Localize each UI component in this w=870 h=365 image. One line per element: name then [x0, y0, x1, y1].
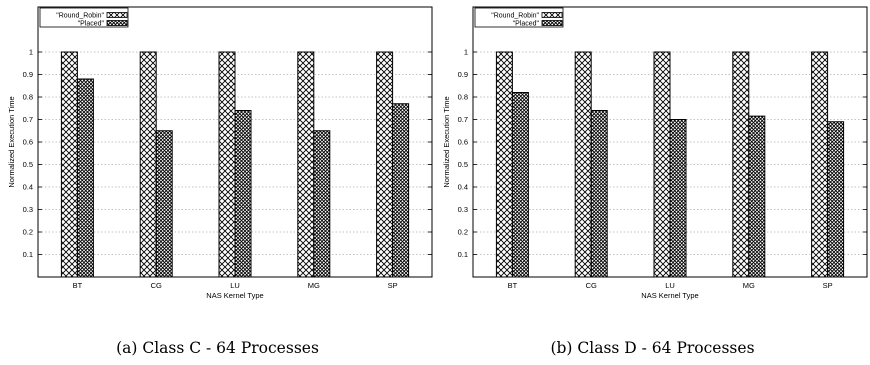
y-tick-label: 0.5	[23, 160, 33, 169]
chart-panel-a: 0.1 0.2 0.3 0.4 0.5 0.6 0.7 0.8 0.9 1 BT CG LU MG SP NA…	[7, 6, 433, 357]
bar-round-robin	[218, 51, 236, 278]
bar-round-robin	[297, 51, 315, 278]
x-tick-label: BT	[73, 281, 83, 290]
bar-round-robin	[653, 51, 671, 278]
y-axis-label: Normalized Execution Time	[442, 96, 451, 187]
x-axis-label: NAS Kernel Type	[641, 291, 698, 300]
x-tick-label: SP	[388, 281, 398, 290]
chart-panel-b: 0.1 0.2 0.3 0.4 0.5 0.6 0.7 0.8 0.9 1 BT CG LU MG SP NA…	[435, 0, 870, 365]
y-tick-label: 0.8	[23, 93, 33, 102]
x-tick-label: LU	[230, 281, 240, 290]
bar-round-robin	[139, 51, 157, 278]
bar-placed	[313, 130, 331, 278]
caption-a: (a) Class C - 64 Processes	[116, 339, 319, 357]
legend-label: "Round_Robin"	[56, 13, 104, 20]
x-tick-label: MG	[743, 281, 755, 290]
legend: "Round_Robin""Placed"	[39, 7, 129, 28]
y-axis-label: Normalized Execution Time	[7, 96, 16, 187]
bar-placed	[155, 130, 173, 278]
caption-b: (b) Class D - 64 Processes	[550, 339, 755, 357]
legend-swatch	[541, 20, 563, 26]
chart-b: 0.1 0.2 0.3 0.4 0.5 0.6 0.7 0.8 0.9 1 BT CG LU MG SP NA…	[442, 6, 868, 300]
y-tick-label: 0.6	[23, 138, 33, 147]
y-tick-label: 0.7	[458, 115, 468, 124]
bar-round-robin	[811, 51, 829, 278]
bar-placed	[669, 119, 687, 278]
y-tick-label: 0.8	[458, 93, 468, 102]
y-tick-label: 1	[464, 48, 468, 57]
legend-swatch	[541, 12, 563, 18]
y-tick-label: 0.6	[458, 138, 468, 147]
y-tick-label: 0.2	[458, 228, 468, 237]
y-tick-label: 0.4	[458, 183, 468, 192]
y-tick-label: 0.3	[23, 205, 33, 214]
x-tick-label: CG	[151, 281, 162, 290]
bar-round-robin	[376, 51, 394, 278]
legend-swatch	[106, 20, 128, 26]
y-tick-label: 0.3	[458, 205, 468, 214]
x-tick-label: MG	[308, 281, 320, 290]
legend-label: "Placed"	[513, 21, 540, 28]
bar-placed	[511, 92, 529, 278]
legend-box	[39, 7, 129, 28]
bar-round-robin	[495, 51, 513, 278]
bar-placed	[590, 110, 608, 278]
legend: "Round_Robin""Placed"	[474, 7, 564, 28]
y-tick-label: 0.9	[458, 70, 468, 79]
bar-placed	[234, 110, 252, 278]
bar-placed	[392, 103, 410, 278]
legend-swatch	[106, 12, 128, 18]
y-tick-label: 0.2	[23, 228, 33, 237]
chart-a: 0.1 0.2 0.3 0.4 0.5 0.6 0.7 0.8 0.9 1 BT CG LU MG SP NA…	[7, 6, 433, 300]
bar-placed	[748, 115, 766, 278]
bar-placed	[76, 78, 94, 278]
x-tick-label: SP	[823, 281, 833, 290]
x-tick-label: LU	[665, 281, 675, 290]
y-tick-label: 0.1	[458, 250, 468, 259]
y-tick-label: 0.5	[458, 160, 468, 169]
x-axis-label: NAS Kernel Type	[206, 291, 263, 300]
bar-round-robin	[60, 51, 78, 278]
legend-box	[474, 7, 564, 28]
legend-label: "Round_Robin"	[491, 13, 539, 20]
legend-label: "Placed"	[78, 21, 105, 28]
bar-round-robin	[574, 51, 592, 278]
bar-round-robin	[732, 51, 750, 278]
y-tick-label: 0.1	[23, 250, 33, 259]
y-tick-label: 0.7	[23, 115, 33, 124]
x-tick-label: BT	[508, 281, 518, 290]
bar-placed	[827, 121, 845, 278]
y-tick-label: 0.4	[23, 183, 33, 192]
y-tick-label: 0.9	[23, 70, 33, 79]
x-tick-label: CG	[586, 281, 597, 290]
y-tick-label: 1	[29, 48, 33, 57]
